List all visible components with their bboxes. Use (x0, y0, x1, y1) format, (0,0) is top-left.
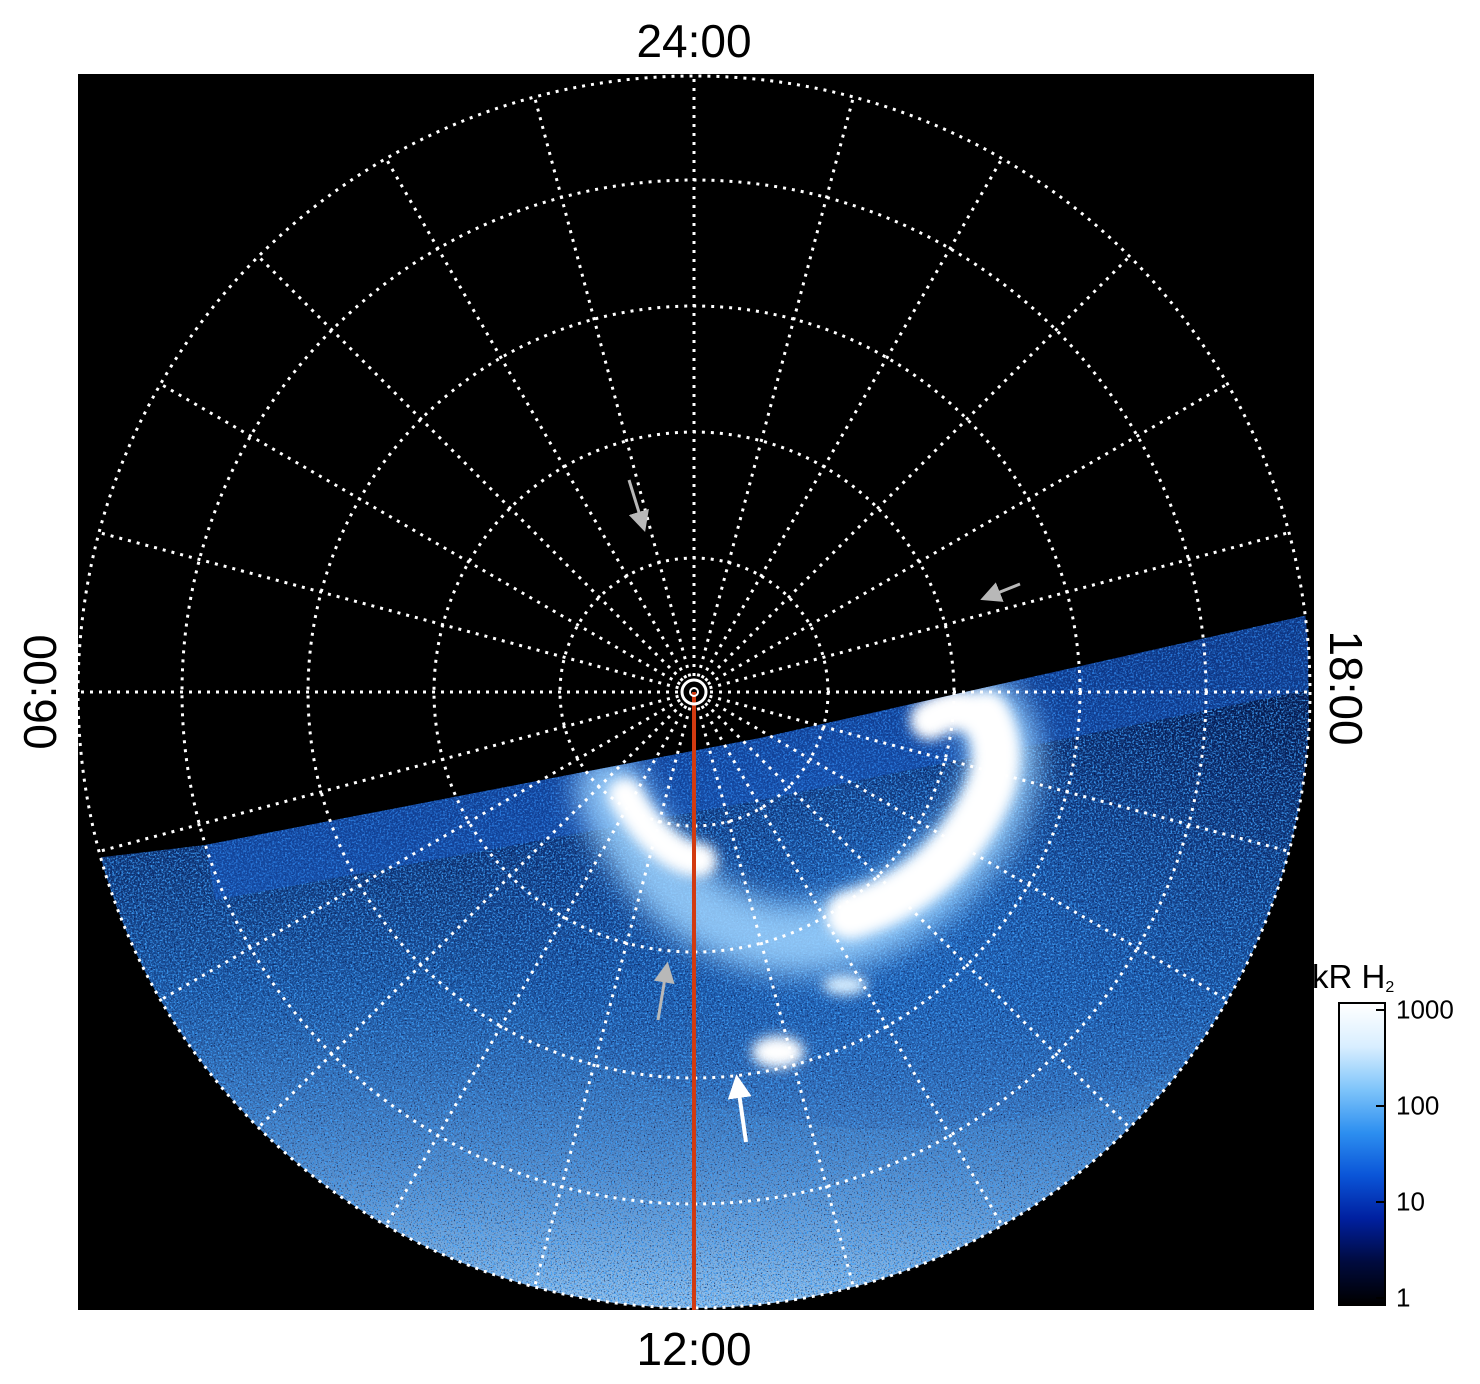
arrow-4-icon (727, 1074, 752, 1143)
arrow-2-icon (980, 582, 1021, 602)
grid-meridian (384, 705, 688, 1227)
colorbar-title-text: kR H (1312, 958, 1386, 995)
local-time-label-right: 18:00 (1320, 630, 1372, 746)
grid-meridian (709, 531, 1290, 690)
grid-meridian (700, 705, 1004, 1227)
colorbar-tick-label: 1 (1396, 1282, 1411, 1313)
colorbar-tick-label: 100 (1396, 1090, 1440, 1121)
colorbar-tick-label: 1000 (1396, 994, 1454, 1025)
grid-meridian (98, 531, 679, 690)
grid-meridian (704, 255, 1131, 682)
colorbar-title-subscript: 2 (1385, 979, 1395, 996)
arrow-1-icon (627, 479, 649, 533)
arrow-3-icon (653, 961, 675, 1021)
grid-meridian (98, 694, 679, 853)
grid-meridian (257, 255, 684, 682)
grid-meridian (257, 702, 684, 1129)
colorbar-title: kR H2 (1312, 958, 1394, 996)
grid-meridian (533, 96, 692, 677)
grid-meridian (709, 694, 1290, 853)
local-time-label-left: 06:00 (14, 634, 66, 750)
grid-meridian (707, 382, 1229, 686)
colorbar-tick-label: 10 (1396, 1186, 1425, 1217)
local-time-label-top: 24:00 (636, 15, 752, 67)
grid-meridian (159, 698, 681, 1002)
grid-meridian (696, 96, 855, 677)
colorbar (1338, 1002, 1386, 1306)
polar-grid (78, 74, 1312, 1310)
pole-marker (680, 678, 708, 706)
colorbar-tick-mark (1376, 1297, 1386, 1299)
colorbar-tick-mark (1376, 1009, 1386, 1011)
local-time-label-bottom: 12:00 (636, 1323, 752, 1375)
grid-meridian (707, 698, 1229, 1002)
colorbar-tick-mark (1376, 1201, 1386, 1203)
grid-meridian (384, 157, 688, 679)
grid-ring (78, 74, 1312, 1310)
grid-meridian (704, 702, 1131, 1129)
grid-meridian (700, 157, 1004, 679)
grid-meridian (159, 382, 681, 686)
grid-meridian (696, 707, 855, 1288)
colorbar-tick-mark (1376, 1105, 1386, 1107)
grid-meridian (533, 707, 692, 1288)
